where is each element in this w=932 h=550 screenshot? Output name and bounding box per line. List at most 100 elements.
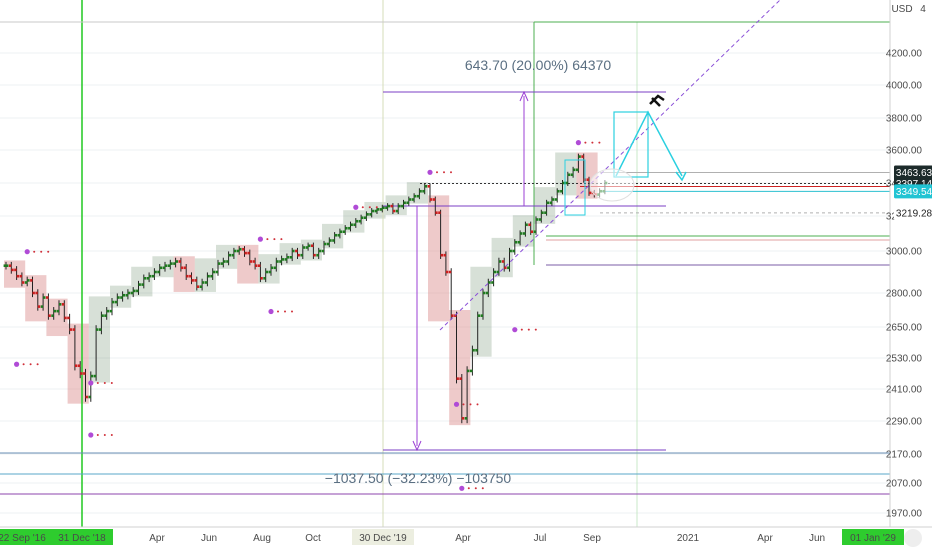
bullish-range-box — [258, 254, 280, 284]
pivot-dot — [110, 434, 113, 436]
highlight-ellipse — [589, 168, 635, 202]
y-tick-label: 2070.00 — [886, 479, 923, 490]
hammer-icon — [649, 94, 665, 107]
x-tick-label: 30 Dec '19 — [359, 533, 407, 544]
y-tick-label: 2410.00 — [886, 385, 923, 396]
y-axis-top-label: 4 — [920, 4, 926, 15]
y-tick-label: 3600.00 — [886, 146, 923, 157]
bullish-range-box — [555, 152, 577, 196]
pivot-dot — [273, 238, 276, 241]
pivot-low-marker — [268, 308, 274, 315]
pivot-dot — [520, 328, 523, 331]
x-tick-label: Aug — [253, 533, 271, 544]
time-label-box — [352, 529, 414, 545]
pivot-dot — [103, 382, 106, 384]
pivot-high-marker — [88, 380, 94, 386]
pivot-dot — [361, 206, 364, 209]
pivot-dot — [291, 310, 293, 313]
tradingview-logo — [904, 529, 922, 547]
projection-box-2 — [564, 159, 586, 216]
bullish-range-box — [385, 195, 407, 216]
pivot-dot — [527, 328, 530, 331]
pivot-dot — [47, 250, 50, 253]
pivot-dot — [443, 171, 445, 174]
bullish-range-box — [322, 223, 344, 249]
pivot-dot — [598, 141, 601, 144]
pivot-dot — [96, 382, 99, 384]
pivot-low-marker — [512, 327, 518, 333]
bullish-range-box — [470, 266, 492, 357]
x-tick-label: 2021 — [677, 533, 700, 544]
x-tick-label: Oct — [305, 533, 321, 544]
bearish-range-box — [46, 298, 68, 337]
price-axis-bg — [890, 0, 932, 550]
time-label-box — [842, 529, 904, 545]
measure-up-label: 643.70 (20.00%) 64370 — [465, 57, 612, 73]
currency-label: USD — [891, 4, 912, 15]
pivot-high-marker — [427, 169, 433, 175]
bearish-range-box — [428, 195, 450, 322]
y-tick-label: 4000.00 — [886, 81, 923, 92]
trend-line — [439, 0, 781, 331]
measure-down-arrowhead — [412, 440, 422, 452]
pivot-high-marker — [24, 249, 30, 255]
bullish-range-box — [88, 296, 110, 383]
x-tick-label: Jun — [809, 533, 825, 544]
y-tick-label: 3000.00 — [886, 247, 923, 258]
pivot-dot — [584, 141, 587, 144]
bearish-range-box — [67, 323, 89, 404]
x-tick-label: Sep — [583, 533, 601, 544]
time-axis-bg — [0, 527, 932, 550]
projection-path — [615, 110, 683, 177]
pivot-high-marker — [353, 204, 359, 210]
pivot-dot — [33, 250, 36, 253]
bullish-range-box — [131, 266, 153, 297]
y-tick-label: 2650.00 — [886, 323, 923, 334]
bearish-range-box — [449, 310, 471, 426]
pivot-dot — [591, 141, 594, 144]
pivot-dot — [462, 403, 465, 406]
bearish-range-box — [237, 244, 259, 284]
pivot-dot — [534, 328, 537, 331]
y-tick-label: 4200.00 — [886, 49, 923, 60]
pivot-dot — [467, 487, 470, 490]
pivot-high-marker — [453, 401, 460, 407]
bullish-range-box — [512, 215, 534, 247]
price-label-bg — [894, 205, 932, 220]
pivot-dot — [481, 487, 484, 490]
pivot-low-marker — [14, 361, 20, 367]
pivot-dot — [476, 403, 479, 406]
projection-arrowhead — [675, 171, 687, 182]
pivot-dot — [277, 310, 279, 313]
pivot-dot — [96, 434, 99, 436]
pivot-dot — [29, 363, 32, 366]
y-tick-label: 1970.00 — [886, 509, 923, 520]
pivot-dot — [266, 238, 269, 241]
pivot-dot — [103, 434, 106, 436]
price-label-bg — [894, 184, 932, 199]
pivot-dot — [36, 363, 39, 366]
pivot-dot — [280, 238, 283, 241]
pivot-dot — [469, 403, 472, 406]
pivot-dot — [284, 310, 286, 313]
pivot-high-marker — [575, 140, 582, 146]
pivot-dot — [40, 250, 43, 253]
pivot-dot — [368, 206, 371, 209]
y-tick-label: 3800.00 — [886, 114, 923, 125]
pivot-dot — [450, 171, 452, 174]
x-tick-label: Apr — [757, 533, 773, 544]
price-label: 3219.28 — [896, 208, 932, 219]
pivot-low-marker — [459, 485, 465, 491]
y-tick-label: 2800.00 — [886, 289, 923, 300]
measure-up-arrowhead — [519, 90, 529, 102]
bearish-range-box — [25, 275, 47, 322]
x-tick-label: Apr — [455, 533, 471, 544]
pivot-dot — [474, 487, 477, 490]
pivot-dot — [375, 206, 378, 209]
y-tick-label: 2170.00 — [886, 450, 923, 461]
price-label: 3463.63 — [896, 168, 932, 179]
x-tick-label: 01 Jan '29 — [850, 533, 896, 544]
x-tick-label: Jun — [201, 533, 217, 544]
